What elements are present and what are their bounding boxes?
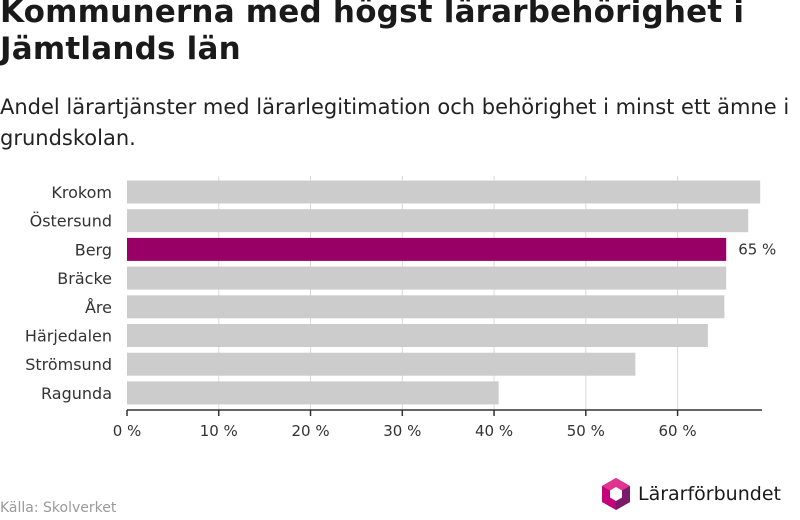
category-labels: Krokom Östersund Berg Bräcke Åre Härjedalen St… [25, 183, 112, 403]
bar [127, 238, 726, 261]
category-label: Ragunda [41, 384, 112, 403]
bar [127, 295, 724, 318]
x-axis: 0 % 10 % 20 % 30 % 40 % 50 % 60 % [113, 410, 762, 440]
bar [127, 267, 726, 290]
x-tick-label: 20 % [291, 422, 329, 440]
category-label: Bräcke [57, 269, 112, 288]
x-tick-label: 30 % [383, 422, 421, 440]
category-label: Östersund [30, 212, 112, 231]
x-tick-label: 10 % [200, 422, 238, 440]
bar [127, 181, 760, 204]
category-label: Strömsund [25, 355, 112, 374]
bars [127, 181, 760, 405]
x-tick-label: 50 % [567, 422, 605, 440]
logo-hexagon-icon [600, 477, 632, 511]
x-tick-label: 40 % [475, 422, 513, 440]
bar [127, 381, 499, 404]
category-label: Krokom [51, 183, 112, 202]
bar [127, 324, 708, 347]
data-label: 65 % [738, 240, 776, 258]
category-label: Åre [85, 298, 112, 317]
bar [127, 209, 748, 232]
category-label: Härjedalen [25, 327, 112, 346]
bar-chart: Krokom Östersund Berg Bräcke Åre Härjedalen St… [0, 0, 800, 460]
logo-wordmark: Lärarförbundet [638, 483, 781, 505]
data-labels: 65 % [738, 240, 776, 258]
x-tick-label: 60 % [659, 422, 697, 440]
x-tick-label: 0 % [113, 422, 142, 440]
bar [127, 353, 635, 376]
category-label: Berg [75, 240, 112, 259]
lararforbundet-logo: Lärarförbundet [600, 477, 781, 511]
source-note: Källa: Skolverket [0, 500, 116, 516]
